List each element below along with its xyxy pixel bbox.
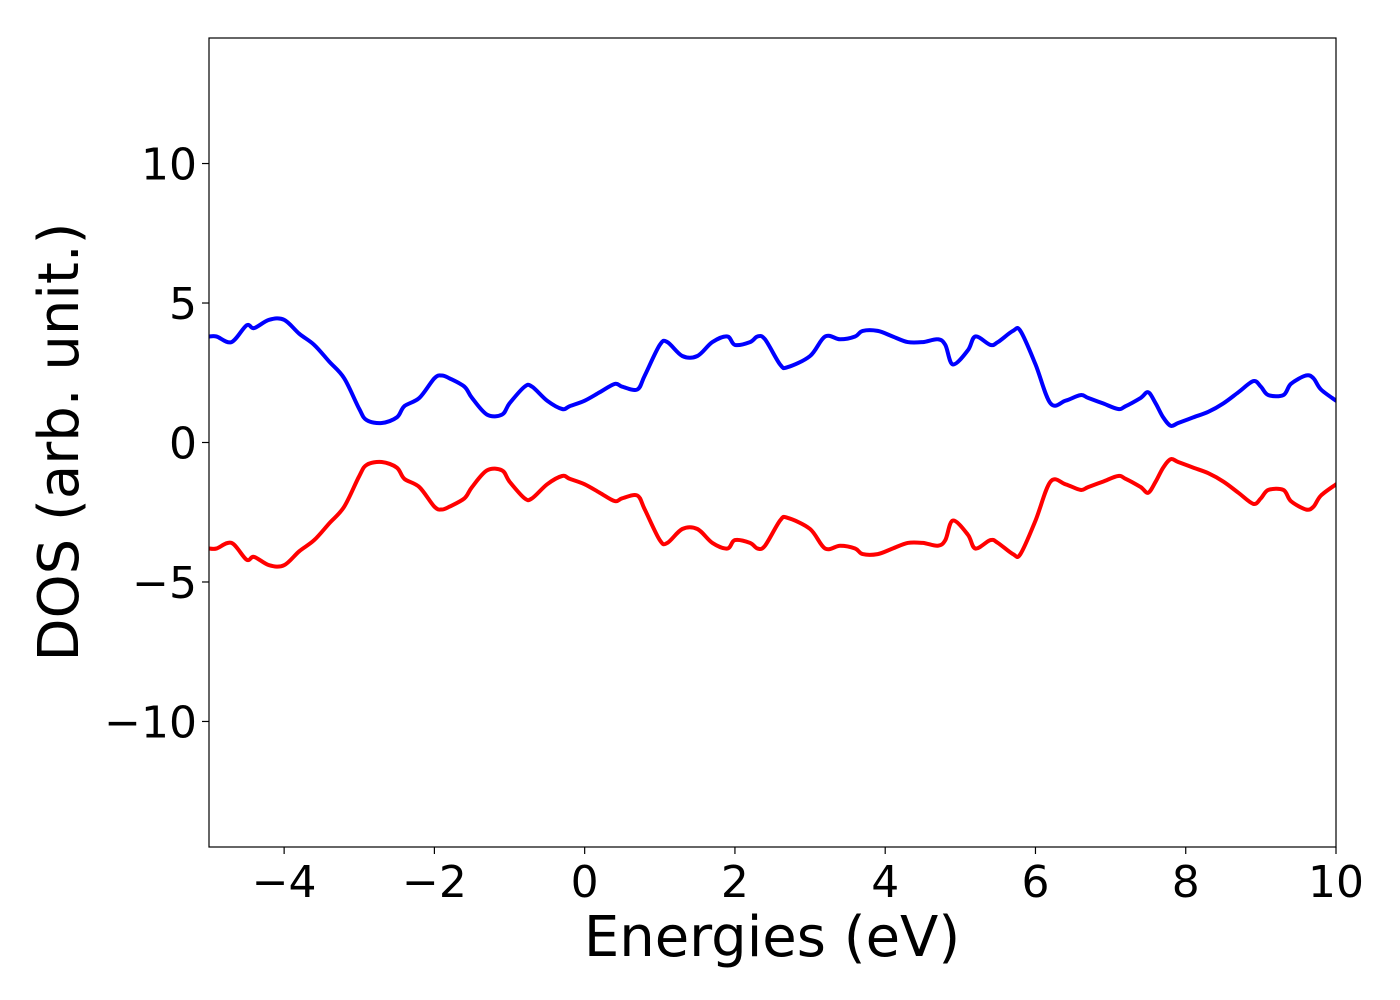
y-tick-label: −10 [104, 697, 197, 748]
x-tick-label: 10 [1308, 857, 1364, 908]
x-tick-label: −2 [402, 857, 467, 908]
x-axis-ticks: −4 −2 0 2 4 6 8 10 [252, 847, 1364, 908]
x-tick-label: 4 [871, 857, 899, 908]
y-axis-label: DOS (arb. unit.) [27, 222, 92, 661]
y-tick-label: 0 [169, 419, 197, 470]
x-tick-label: 0 [571, 857, 599, 908]
x-tick-label: 8 [1172, 857, 1200, 908]
x-tick-label: 2 [721, 857, 749, 908]
x-tick-label: −4 [252, 857, 317, 908]
y-tick-label: −5 [132, 558, 197, 609]
y-tick-label: 10 [141, 140, 197, 191]
dos-series-line-1 [209, 316, 1336, 428]
series-layer [209, 316, 1336, 569]
x-tick-label: 6 [1021, 857, 1049, 908]
y-tick-label: 5 [169, 279, 197, 330]
y-axis-ticks: −10 −5 0 5 10 [104, 140, 209, 748]
x-axis-label: Energies (eV) [584, 905, 960, 970]
dos-series-line-2 [209, 457, 1336, 569]
